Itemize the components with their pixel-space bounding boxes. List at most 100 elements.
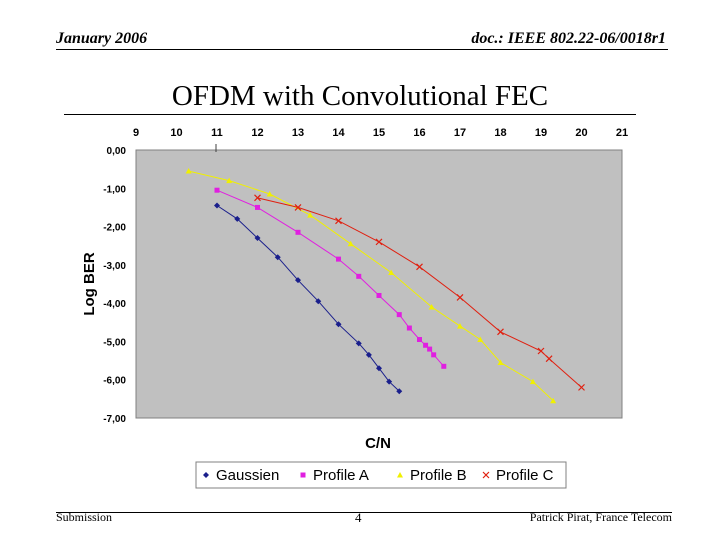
- y-axis-label: Log BER: [81, 252, 98, 315]
- x-tick-label: 21: [616, 127, 628, 139]
- legend-marker-profile-b: [397, 472, 403, 478]
- legend-box: [195, 461, 567, 489]
- data-point-profile-a: [214, 187, 220, 193]
- data-point-profile-c: [456, 293, 464, 301]
- data-point-profile-b: [388, 269, 395, 276]
- data-point-profile-b: [347, 240, 354, 247]
- y-tick-label: -3,00: [103, 261, 126, 272]
- footer-page-number: 4: [355, 510, 362, 525]
- legend-label-gaussien: Gaussien: [216, 467, 279, 484]
- y-tick-label: -7,00: [103, 414, 126, 425]
- data-point-profile-c: [545, 355, 553, 363]
- data-point-profile-a: [431, 352, 437, 358]
- data-point-gaussien: [274, 254, 281, 261]
- x-tick-label: 9: [133, 127, 139, 139]
- data-point-profile-a: [406, 325, 412, 331]
- legend-label-profile-c: Profile C: [496, 467, 554, 484]
- data-point-profile-a: [336, 256, 341, 262]
- data-point-gaussien: [335, 321, 342, 328]
- slide-title: OFDM with Convolutional FEC: [171, 80, 549, 112]
- legend: Gaussien Profile A Profile B Profile C: [203, 467, 554, 484]
- series-profile-a: [214, 187, 447, 369]
- header-date: January 2006: [56, 30, 148, 47]
- legend-item-profile-a: Profile A: [300, 467, 369, 484]
- footer-divider: [56, 512, 672, 513]
- data-point-profile-a: [396, 312, 402, 318]
- x-tick-labels: 9 10 11 12 13 14 15 16 17 18 19 20 21: [133, 127, 628, 139]
- data-point-gaussien: [396, 388, 403, 395]
- title-divider: [64, 114, 636, 115]
- legend-item-profile-c: Profile C: [482, 467, 554, 484]
- data-point-profile-a: [417, 337, 422, 343]
- x-tick-label: 13: [292, 127, 304, 139]
- data-point-profile-b: [529, 378, 536, 385]
- data-point-profile-c: [335, 217, 342, 225]
- x-tick-label: 18: [494, 127, 506, 139]
- header-divider: [56, 49, 668, 50]
- series-line-gaussien: [216, 205, 400, 392]
- legend-marker-profile-a: [300, 472, 306, 478]
- data-point-profile-c: [416, 263, 423, 271]
- x-tick-label: 10: [170, 127, 182, 139]
- data-point-profile-c: [294, 204, 302, 211]
- data-point-gaussien: [214, 202, 220, 209]
- series-profile-b: [185, 168, 557, 404]
- data-point-profile-b: [550, 397, 557, 404]
- x-tick-label: 17: [454, 127, 466, 139]
- data-point-profile-a: [441, 363, 447, 369]
- x-axis-label: C/N: [365, 435, 391, 452]
- data-point-gaussien: [315, 298, 322, 305]
- data-point-profile-a: [356, 273, 362, 279]
- series-profile-c: [254, 194, 585, 391]
- footer-submission: Submission: [56, 510, 113, 524]
- data-point-profile-b: [185, 168, 192, 174]
- data-point-profile-a: [295, 229, 301, 235]
- y-tick-label: -2,00: [103, 223, 126, 234]
- y-tick-labels: 0,00 -1,00 -2,00 -3,00 -4,00 -5,00 -6,00 -7,00: [103, 146, 126, 425]
- data-point-profile-b: [457, 323, 463, 329]
- data-point-profile-a: [427, 346, 433, 352]
- x-tick-label: 20: [575, 127, 587, 139]
- x-tick-label: 14: [332, 127, 345, 139]
- data-point-profile-b: [497, 359, 504, 365]
- data-point-profile-c: [578, 383, 585, 391]
- data-point-gaussien: [376, 365, 382, 372]
- legend-marker-gaussien: [203, 472, 209, 478]
- data-point-profile-b: [266, 191, 273, 197]
- y-tick-label: -1,00: [103, 184, 126, 195]
- series-layer: [185, 168, 585, 404]
- data-point-gaussien: [365, 351, 372, 358]
- data-point-profile-b: [307, 212, 314, 218]
- y-tick-label: -6,00: [103, 376, 126, 387]
- x-tick-label: 19: [535, 127, 547, 139]
- data-point-profile-c: [497, 328, 504, 336]
- data-point-profile-b: [428, 303, 435, 310]
- x-tick-label: 16: [413, 127, 425, 139]
- series-gaussien: [214, 202, 403, 395]
- data-point-gaussien: [355, 340, 362, 347]
- data-point-profile-c: [254, 194, 261, 202]
- data-point-gaussien: [254, 235, 261, 242]
- y-tick-label: -5,00: [103, 337, 126, 348]
- data-point-profile-a: [376, 292, 382, 298]
- data-point-gaussien: [234, 215, 241, 222]
- y-tick-label: 0,00: [107, 146, 127, 157]
- header-doc-ref: doc.: IEEE 802.22-06/0018r1: [471, 30, 666, 47]
- legend-item-profile-b: Profile B: [397, 467, 467, 484]
- legend-item-gaussien: Gaussien: [203, 467, 279, 484]
- legend-label-profile-a: Profile A: [313, 467, 369, 484]
- legend-label-profile-b: Profile B: [410, 467, 467, 484]
- y-tick-label: -4,00: [103, 299, 126, 310]
- data-point-profile-a: [423, 342, 429, 348]
- x-tick-label: 15: [373, 127, 385, 139]
- x-tick-label: 12: [251, 127, 263, 139]
- data-point-profile-c: [375, 238, 383, 246]
- data-point-profile-a: [255, 204, 260, 210]
- data-point-profile-b: [477, 336, 484, 343]
- data-point-gaussien: [386, 378, 393, 385]
- data-point-profile-b: [226, 177, 233, 184]
- series-line-profile-b: [188, 170, 554, 402]
- x-tick-label: 11: [211, 127, 223, 139]
- legend-marker-profile-c: [482, 471, 490, 479]
